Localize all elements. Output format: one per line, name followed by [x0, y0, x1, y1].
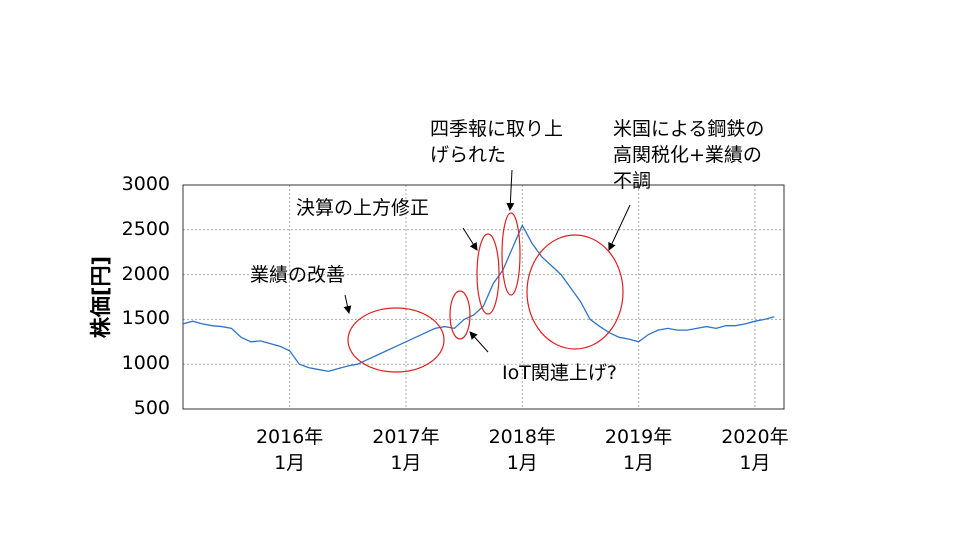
x-tick-label: 2017年 1月 — [372, 426, 440, 474]
annotation: 四季報に取り上 げられた — [430, 118, 564, 166]
annotation: 業績の改善 — [250, 264, 346, 286]
y-tick-label: 2500 — [121, 217, 170, 240]
annotation: 決算の上方修正 — [296, 197, 430, 219]
price-line — [182, 223, 775, 373]
y-tick-label: 500 — [133, 397, 170, 419]
plot-frame — [182, 184, 785, 410]
arrows — [343, 169, 631, 353]
y-tick-label: 1000 — [121, 352, 170, 375]
x-tick-label: 2020年 1月 — [721, 426, 789, 474]
x-tick-label: 2019年 1月 — [604, 426, 673, 474]
y-tick-label: 3000 — [121, 173, 170, 195]
annotation: IoT関連上げ? — [502, 362, 617, 384]
highlight-ellipses — [347, 212, 624, 373]
y-tick-label: 2000 — [121, 262, 170, 285]
annotation: 米国による鋼鉄の 高関税化+業績の 不調 — [613, 118, 765, 192]
y-tick-label: 1500 — [121, 307, 170, 330]
x-tick-label: 2018年 1月 — [488, 426, 556, 474]
x-tick-label: 2016年 1月 — [255, 426, 324, 474]
